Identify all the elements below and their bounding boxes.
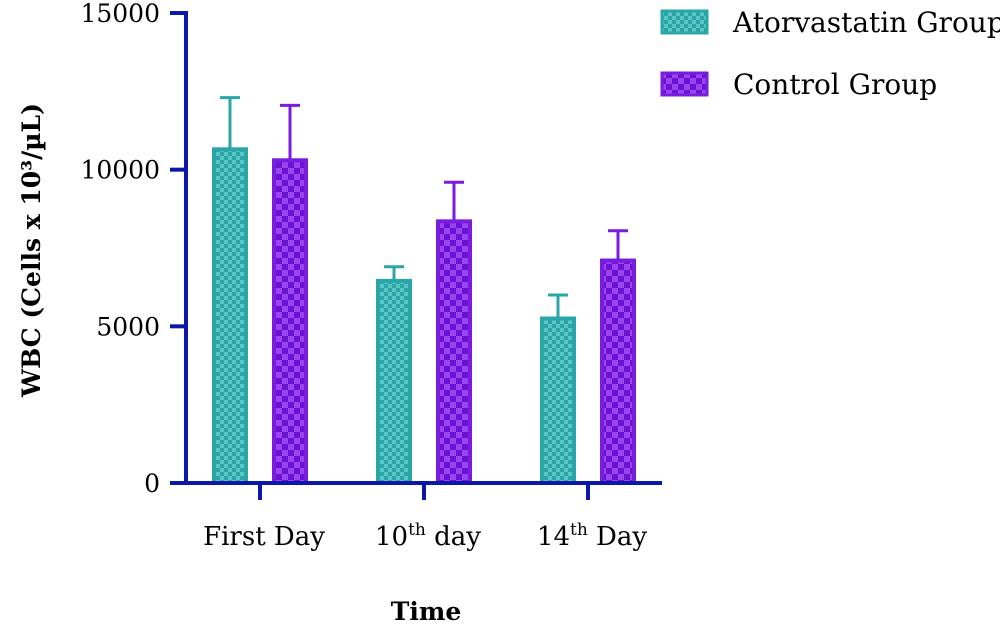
y-axis-title: WBC (Cells x 10³/µL) <box>17 103 46 398</box>
legend-label-1: Control Group <box>733 68 937 101</box>
bar-control-1 <box>436 219 472 485</box>
bars <box>212 96 636 486</box>
legend-swatch-1 <box>660 71 709 97</box>
y-tick-label-15000: 15000 <box>80 0 160 28</box>
labels: 0 5000 10000 15000 First Day 10th day 14th Day… <box>17 0 647 626</box>
x-tick-label-2: 14th Day <box>537 520 647 552</box>
x-axis-title: Time <box>391 597 461 626</box>
bar-atorvastatin-2 <box>540 316 576 485</box>
axes <box>170 11 662 500</box>
x-tick-label-1: 10th day <box>375 520 481 552</box>
legend: Atorvastatin Group Control Group <box>660 6 1000 101</box>
x-tick-label-0: First Day <box>203 522 325 552</box>
bar-control-0 <box>272 158 308 485</box>
bar-atorvastatin-0 <box>212 147 248 486</box>
legend-swatch-0 <box>660 9 709 35</box>
y-tick-label-5000: 5000 <box>96 312 160 341</box>
bar-control-2 <box>600 258 636 485</box>
legend-label-0: Atorvastatin Group <box>732 6 1000 39</box>
y-tick-label-0: 0 <box>144 469 160 498</box>
bar-atorvastatin-1 <box>376 278 412 485</box>
y-tick-label-10000: 10000 <box>80 156 160 185</box>
